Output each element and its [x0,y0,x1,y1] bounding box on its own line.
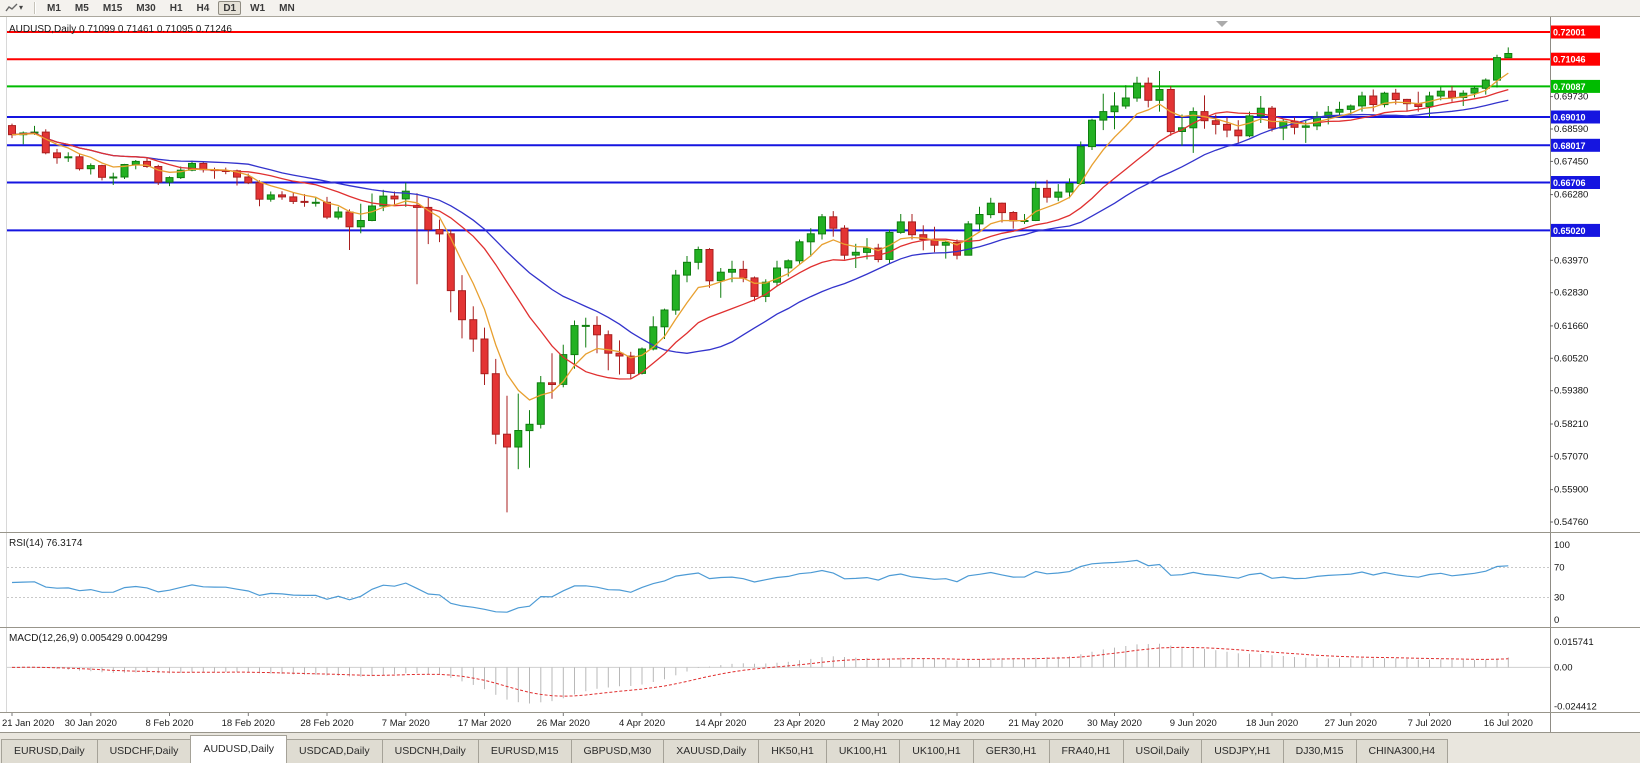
svg-text:18 Jun 2020: 18 Jun 2020 [1246,718,1298,729]
chart-tab-gbpusd-m30[interactable]: GBPUSD,M30 [570,739,665,763]
rsi-indicator-label: RSI(14) 76.3174 [9,538,83,549]
chart-canvas[interactable]: 0.69730 0.68590 0.67450 0.66280 0.63970 0.628… [0,17,1640,732]
chart-tab-dj30-m15[interactable]: DJ30,M15 [1282,739,1357,763]
timeframe-button-d1[interactable]: D1 [218,1,242,15]
svg-text:0.68590: 0.68590 [1554,124,1588,135]
chart-shift-marker[interactable] [1216,21,1228,27]
ma-sma-13-line [11,88,1509,380]
chart-tab-china300-h4[interactable]: CHINA300,H4 [1355,739,1449,763]
chart-tab-usdcnh-daily[interactable]: USDCNH,Daily [381,739,479,763]
chart-tab-usdchf-daily[interactable]: USDCHF,Daily [96,739,192,763]
price-axis: 0.69730 0.68590 0.67450 0.66280 0.63970 0.628… [1550,17,1600,732]
svg-text:0.55900: 0.55900 [1554,485,1588,496]
macd-signal-line [11,646,1509,697]
chart-tab-usdjpy-h1[interactable]: USDJPY,H1 [1201,739,1284,763]
svg-text:0.65020: 0.65020 [1553,226,1586,236]
svg-text:0.60520: 0.60520 [1554,353,1588,364]
svg-text:0.63970: 0.63970 [1554,255,1588,266]
moving-average-lines [11,72,1509,401]
chart-tab-hk50-h1[interactable]: HK50,H1 [758,739,827,763]
svg-text:30 May 2020: 30 May 2020 [1087,718,1142,729]
svg-text:0.66280: 0.66280 [1554,190,1588,201]
svg-text:14 Apr 2020: 14 Apr 2020 [695,718,746,729]
svg-text:0.58210: 0.58210 [1554,419,1588,430]
svg-text:0.54760: 0.54760 [1554,517,1588,528]
svg-text:0.71046: 0.71046 [1553,55,1586,65]
svg-text:0.69010: 0.69010 [1553,113,1586,123]
svg-text:16 Jul 2020: 16 Jul 2020 [1484,718,1533,729]
chart-tab-audusd-daily[interactable]: AUDUSD,Daily [190,735,288,763]
svg-text:0.015741: 0.015741 [1554,637,1594,648]
chart-tab-usdcad-daily[interactable]: USDCAD,Daily [286,739,383,763]
svg-text:-0.024412: -0.024412 [1554,702,1597,713]
periods-toolbar: ▾ M1 M5 M15 M30 H1 H4 D1 W1 MN [0,0,1640,17]
macd-indicator-label: MACD(12,26,9) 0.005429 0.004299 [9,633,168,644]
svg-text:17 Mar 2020: 17 Mar 2020 [458,718,511,729]
svg-text:4 Apr 2020: 4 Apr 2020 [619,718,665,729]
timeframe-button-h1[interactable]: H1 [169,3,183,14]
rsi-line [11,559,1509,613]
svg-text:26 Mar 2020: 26 Mar 2020 [537,718,590,729]
svg-text:18 Feb 2020: 18 Feb 2020 [222,718,275,729]
toolbar-separator [34,2,35,14]
svg-text:21 May 2020: 21 May 2020 [1008,718,1063,729]
chart-tab-uk100-h1[interactable]: UK100,H1 [825,739,901,763]
svg-text:12 May 2020: 12 May 2020 [930,718,985,729]
chart-tab-ger30-h1[interactable]: GER30,H1 [972,739,1050,763]
chart-tabs-bar: EURUSD,Daily USDCHF,Daily AUDUSD,Daily USDC… [0,732,1640,763]
svg-text:28 Feb 2020: 28 Feb 2020 [300,718,353,729]
svg-text:2 May 2020: 2 May 2020 [853,718,903,729]
svg-text:0.00: 0.00 [1554,662,1573,673]
svg-text:8 Feb 2020: 8 Feb 2020 [145,718,193,729]
svg-text:0.67450: 0.67450 [1554,156,1588,167]
support-resistance-lines[interactable] [7,31,1550,232]
svg-text:7 Jul 2020: 7 Jul 2020 [1408,718,1452,729]
timeframe-button-w1[interactable]: W1 [250,3,266,14]
rsi-panel: 100 70 30 0 [7,540,1570,626]
svg-text:0.61660: 0.61660 [1554,321,1588,332]
timeframe-button-h4[interactable]: H4 [196,3,210,14]
timeframe-button-m1[interactable]: M1 [47,3,61,14]
svg-text:0.59380: 0.59380 [1554,386,1588,397]
svg-text:0.57070: 0.57070 [1554,451,1588,462]
timeframe-button-mn[interactable]: MN [279,3,295,14]
timeframe-button-group: M1 M5 M15 M30 H1 H4 D1 W1 MN [40,1,302,15]
chart-tab-fra40-h1[interactable]: FRA40,H1 [1048,739,1124,763]
svg-text:9 Jun 2020: 9 Jun 2020 [1170,718,1217,729]
svg-text:0.69730: 0.69730 [1554,92,1588,103]
chart-tab-eurusd-daily[interactable]: EURUSD,Daily [1,739,98,763]
macd-panel: 0.015741 0.00 -0.024412 [7,637,1597,713]
svg-text:70: 70 [1554,563,1565,574]
toolbar-dropdown-icon[interactable]: ▾ [19,3,24,12]
chart-ohlc-title: AUDUSD,Daily 0.71099 0.71461 0.71095 0.7… [9,24,232,35]
svg-text:100: 100 [1554,540,1570,551]
chart-tool-icon[interactable] [3,2,19,15]
timeframe-button-m30[interactable]: M30 [136,3,156,14]
svg-text:0: 0 [1554,615,1559,626]
svg-text:0.70087: 0.70087 [1553,82,1586,92]
svg-text:0.66706: 0.66706 [1553,178,1586,188]
timeframe-button-m5[interactable]: M5 [74,3,89,14]
svg-text:21 Jan 2020: 21 Jan 2020 [2,718,54,729]
svg-text:30 Jan 2020: 30 Jan 2020 [65,718,117,729]
ma-sma-22-line [11,99,1509,354]
chart-tab-usoil-daily[interactable]: USOil,Daily [1122,739,1203,763]
timeframe-button-m15[interactable]: M15 [102,3,123,14]
date-axis: 21 Jan 2020 30 Jan 2020 8 Feb 2020 18 Feb 2… [2,712,1533,729]
svg-text:30: 30 [1554,593,1565,604]
svg-text:23 Apr 2020: 23 Apr 2020 [774,718,825,729]
svg-text:0.62830: 0.62830 [1554,288,1588,299]
svg-text:0.68017: 0.68017 [1553,141,1586,151]
svg-text:0.72001: 0.72001 [1553,28,1586,38]
chart-tab-xauusd-daily[interactable]: XAUUSD,Daily [663,739,760,763]
chart-tab-uk100-h1[interactable]: UK100,H1 [899,739,974,763]
chart-tab-eurusd-m15[interactable]: EURUSD,M15 [477,739,572,763]
svg-text:7 Mar 2020: 7 Mar 2020 [382,718,430,729]
svg-text:27 Jun 2020: 27 Jun 2020 [1325,718,1377,729]
ma-ema-6-line [11,72,1509,401]
